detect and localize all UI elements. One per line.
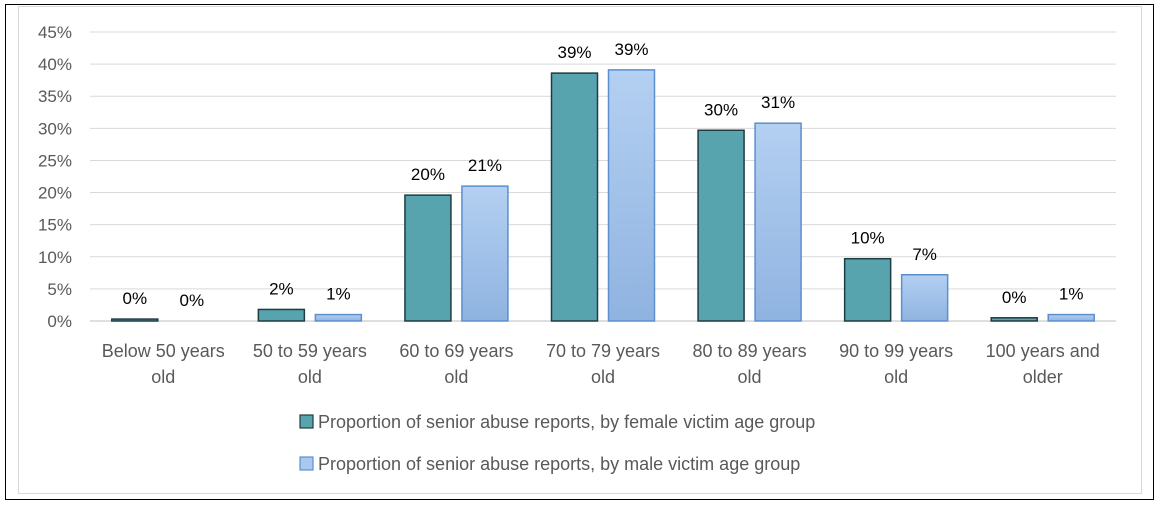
x-category-label: old	[884, 367, 908, 387]
x-category-label: old	[738, 367, 762, 387]
male-bar	[607, 69, 656, 322]
x-axis: Below 50 years old 50 to 59 years old 60 to …	[102, 341, 1100, 387]
male-bar	[1047, 313, 1095, 322]
y-tick-label: 5%	[47, 280, 72, 299]
x-category-label: 60 to 69 years	[399, 341, 513, 361]
bars	[111, 69, 1095, 322]
y-tick-label: 20%	[38, 184, 72, 203]
male-bar	[754, 122, 802, 322]
chart-area	[18, 6, 1142, 494]
data-label: 1%	[1059, 285, 1084, 304]
x-category-label: old	[444, 367, 468, 387]
legend-label-male: Proportion of senior abuse reports, by m…	[318, 454, 800, 474]
x-category-label: old	[151, 367, 175, 387]
data-label: 7%	[912, 245, 937, 264]
y-tick-label: 15%	[38, 216, 72, 235]
y-axis: 0% 5% 10% 15% 20% 25% 30% 35% 40% 45%	[38, 23, 72, 331]
female-bar	[257, 308, 306, 322]
data-labels: 0% 0% 2% 1% 20% 21% 39% 39% 30% 31% 10% 7% 0% 1%	[122, 40, 1083, 310]
female-bar	[550, 72, 599, 322]
y-tick-label: 45%	[38, 23, 72, 42]
x-category-label: 80 to 89 years	[693, 341, 807, 361]
x-category-label: 70 to 79 years	[546, 341, 660, 361]
female-bar	[404, 194, 452, 322]
data-label: 0%	[1002, 288, 1027, 307]
male-bar	[900, 274, 949, 322]
female-bar	[697, 129, 745, 322]
data-label: 31%	[761, 93, 795, 112]
x-category-label: older	[1023, 367, 1063, 387]
x-category-label: 100 years and	[986, 341, 1100, 361]
legend-label-female: Proportion of senior abuse reports, by f…	[318, 412, 815, 432]
data-label: 20%	[411, 165, 445, 184]
legend-swatch-male	[299, 456, 314, 471]
legend-swatch-female	[299, 414, 314, 429]
x-category-label: 50 to 59 years	[253, 341, 367, 361]
y-tick-label: 25%	[38, 151, 72, 170]
data-label: 39%	[557, 43, 591, 62]
y-tick-label: 10%	[38, 248, 72, 267]
gridlines	[90, 31, 1116, 322]
data-label: 0%	[179, 291, 204, 310]
data-label: 39%	[614, 40, 648, 59]
male-bar	[314, 313, 363, 322]
y-tick-label: 30%	[38, 119, 72, 138]
x-category-label: old	[298, 367, 322, 387]
female-bar	[843, 257, 892, 322]
male-bar	[461, 185, 509, 322]
data-label: 30%	[704, 100, 738, 119]
y-tick-label: 40%	[38, 55, 72, 74]
x-category-label: Below 50 years	[102, 341, 225, 361]
data-label: 21%	[468, 156, 502, 175]
data-label: 2%	[269, 279, 294, 298]
y-tick-label: 35%	[38, 87, 72, 106]
legend: Proportion of senior abuse reports, by f…	[299, 412, 815, 474]
data-label: 10%	[851, 229, 885, 248]
y-tick-label: 0%	[47, 312, 72, 331]
x-category-label: old	[591, 367, 615, 387]
x-category-label: 90 to 99 years	[839, 341, 953, 361]
female-bar	[990, 317, 1038, 322]
female-bar	[111, 318, 159, 322]
data-label: 0%	[122, 289, 147, 308]
data-label: 1%	[326, 285, 351, 304]
